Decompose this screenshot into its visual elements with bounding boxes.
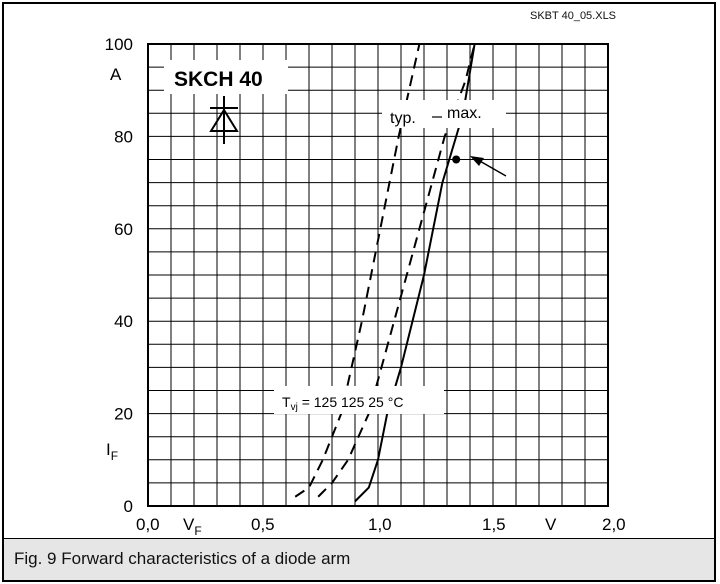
title-box xyxy=(164,60,288,94)
caption-bar: Fig. 9 Forward characteristics of a diod… xyxy=(2,538,716,582)
typ-max-box xyxy=(382,100,506,128)
y-tick-label: 0 xyxy=(124,497,133,516)
y-unit-label: A xyxy=(110,65,122,84)
max-label: max. xyxy=(447,105,482,122)
y-tick-label: 80 xyxy=(114,127,133,146)
series-line-2 xyxy=(317,44,476,498)
diode-symbol-icon xyxy=(209,96,239,144)
series-line-1 xyxy=(294,44,421,498)
y-tick-label: 60 xyxy=(114,220,133,239)
y-tick-label: 40 xyxy=(114,312,133,331)
chart-title: SKCH 40 xyxy=(174,68,263,91)
pointer-arrow-icon xyxy=(470,156,507,177)
series-line-3 xyxy=(354,44,476,503)
x-tick-label: 0,5 xyxy=(251,515,275,534)
typ-label: typ. xyxy=(390,110,416,127)
x-tick-label: 1,0 xyxy=(368,515,392,534)
temp-legend-box xyxy=(274,386,444,414)
plot-border xyxy=(147,43,609,507)
x-tick-labels: 0,0 0,5 1,0 1,5 2,0 xyxy=(136,515,626,534)
figure-caption: Fig. 9 Forward characteristics of a diod… xyxy=(14,549,351,568)
y-tick-label: 100 xyxy=(105,35,133,54)
x-quantity-label: VF xyxy=(183,515,202,538)
x-unit-label: V xyxy=(545,515,557,534)
series-layer xyxy=(294,44,476,503)
y-tick-labels: 0 20 40 60 80 100 xyxy=(105,35,133,516)
y-quantity-label: IF xyxy=(106,440,118,463)
temp-legend: Tvj = 125 125 25 °C xyxy=(282,394,403,413)
marker-point xyxy=(452,155,461,164)
x-tick-label: 1,5 xyxy=(482,515,506,534)
x-tick-label: 2,0 xyxy=(602,515,626,534)
x-tick-label: 0,0 xyxy=(136,515,160,534)
y-tick-label: 20 xyxy=(114,405,133,424)
grid xyxy=(148,44,608,506)
file-ref-label: SKBT 40_05.XLS xyxy=(530,10,616,22)
